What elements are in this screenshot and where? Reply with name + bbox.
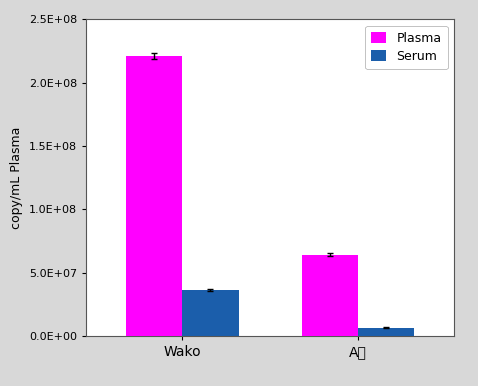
Bar (302, 255, 358, 336)
Bar (358, 328, 414, 336)
Legend: Plasma, Serum: Plasma, Serum (365, 25, 448, 69)
Bar (183, 290, 239, 336)
Bar (126, 56, 183, 336)
Y-axis label: copy/mL Plasma: copy/mL Plasma (10, 126, 23, 229)
